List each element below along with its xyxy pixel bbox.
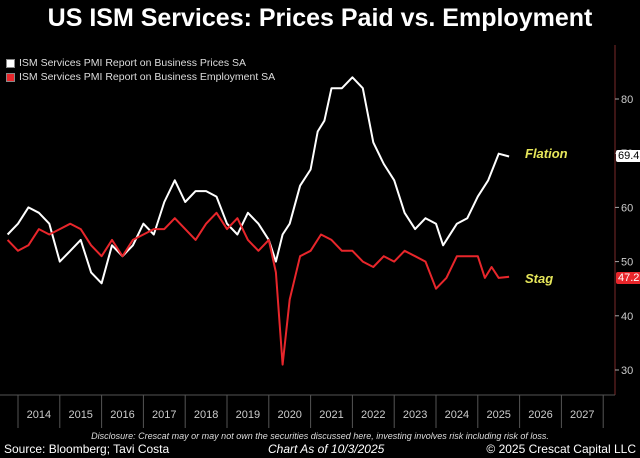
y-tick-label: 80 (621, 94, 633, 106)
annotation-stag: Stag (525, 271, 554, 286)
chart-title: US ISM Services: Prices Paid vs. Employm… (47, 4, 593, 32)
last-value-tag-employment: 47.2 (616, 272, 640, 284)
x-tick-label: 2016 (110, 409, 134, 421)
x-tick-label: 2025 (486, 409, 510, 421)
legend-item-employment: ISM Services PMI Report on Business Empl… (6, 71, 275, 83)
legend-swatch-red (6, 72, 15, 82)
copyright: © 2025 Crescat Capital LLC (486, 442, 636, 456)
x-tick-label: 2018 (194, 409, 218, 421)
series-line-employment (6, 211, 510, 366)
y-tick-label: 40 (621, 311, 633, 323)
x-tick-label: 2021 (319, 409, 343, 421)
legend-label: ISM Services PMI Report on Business Pric… (19, 57, 246, 69)
x-tick-label: 2015 (68, 409, 92, 421)
chart-date: Chart As of 10/3/2025 (268, 442, 385, 456)
legend-label: ISM Services PMI Report on Business Empl… (19, 71, 276, 83)
series-line-prices (6, 76, 510, 285)
x-tick-label: 2022 (361, 409, 385, 421)
disclosure: Disclosure: Crescat may or may not own t… (91, 431, 549, 441)
y-tick-label: 50 (621, 257, 633, 269)
y-tick-label: 60 (621, 202, 633, 214)
x-tick-label: 2023 (403, 409, 427, 421)
x-tick-label: 2020 (277, 409, 301, 421)
legend-item-prices: ISM Services PMI Report on Business Pric… (6, 57, 246, 69)
y-tick-label: 30 (621, 365, 633, 377)
x-tick-label: 2026 (528, 409, 552, 421)
x-tick-label: 2019 (236, 409, 260, 421)
last-value-tag-prices: 69.4 (616, 150, 640, 162)
x-tick-label: 2027 (570, 409, 594, 421)
x-tick-label: 2017 (152, 409, 176, 421)
x-tick-label: 2014 (27, 409, 51, 421)
annotation-flation: Flation (525, 146, 568, 161)
source: Source: Bloomberg; Tavi Costa (4, 442, 170, 456)
x-tick-label: 2024 (445, 409, 469, 421)
legend-swatch-white (6, 58, 15, 68)
